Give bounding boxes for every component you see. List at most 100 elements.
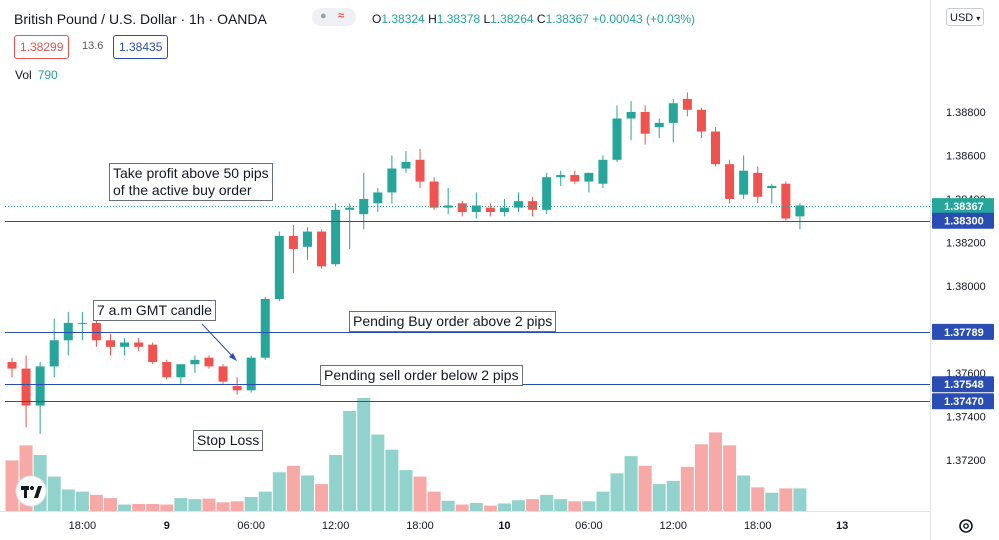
candle-body	[176, 364, 186, 378]
candle-body	[331, 209, 341, 265]
volume-bar	[75, 491, 89, 511]
volume-bar	[286, 465, 300, 511]
approx-icon: ≈	[338, 10, 345, 22]
volume-bar	[582, 501, 596, 511]
candle-body	[711, 131, 720, 165]
volume-bar	[638, 465, 652, 511]
y-tick-label: 1.38800	[946, 107, 986, 119]
candle-body	[274, 235, 284, 299]
open-value: 1.38324	[381, 12, 425, 26]
volume-bar	[272, 472, 286, 511]
symbol-title[interactable]: British Pound / U.S. Dollar · 1h · OANDA	[14, 11, 267, 27]
candle-body	[598, 159, 608, 184]
candle-body	[682, 98, 692, 110]
volume-bar	[174, 498, 188, 511]
gear-icon[interactable]	[959, 519, 973, 533]
volume-bar	[723, 445, 737, 511]
candle-body	[120, 342, 130, 347]
volume-bar	[329, 455, 343, 511]
volume-bar	[568, 501, 582, 511]
volume-bar	[779, 488, 793, 511]
volume-legend: Vol 790	[15, 68, 58, 82]
candle-body	[77, 322, 87, 324]
x-tick-label: 10	[498, 520, 510, 532]
pending-buy-annotation[interactable]: Pending Buy order above 2 pips	[349, 311, 557, 332]
volume-bar	[258, 491, 272, 511]
candle-body	[429, 181, 439, 208]
volume-bar	[694, 444, 708, 511]
market-status-pill[interactable]: ● ≈	[312, 8, 356, 26]
open-label: O	[372, 12, 382, 26]
buy-button[interactable]: 1.38435	[113, 35, 169, 59]
candle-body	[514, 201, 524, 208]
candle-7am-annotation[interactable]: 7 a.m GMT candle	[93, 300, 216, 321]
volume-bar	[103, 498, 117, 511]
price-level-label: 1.38300	[944, 216, 984, 228]
stop-loss-annotation[interactable]: Stop Loss	[193, 430, 264, 451]
price-level-tag	[932, 212, 994, 229]
high-label: H	[428, 12, 437, 26]
candle-body	[91, 322, 101, 341]
volume-bar	[47, 476, 61, 511]
x-tick-label: 06:00	[575, 520, 603, 532]
volume-bar	[427, 491, 441, 511]
candle-body	[626, 111, 636, 119]
take-profit-annotation[interactable]: Take profit above 50 pips of the active …	[109, 163, 273, 201]
volume-bars	[5, 398, 807, 511]
price-levels	[5, 206, 930, 402]
x-tick-label: 18:00	[744, 520, 772, 532]
price-level-tag	[932, 393, 994, 410]
candle-body	[359, 198, 369, 215]
volume-bar	[624, 456, 638, 511]
candle-body	[640, 111, 650, 134]
candle-body	[654, 122, 664, 128]
y-tick-label: 1.38600	[946, 150, 986, 162]
tradingview-logo-icon[interactable]	[15, 475, 47, 507]
low-label: L	[483, 12, 491, 26]
currency-label: USD	[950, 12, 974, 24]
candle-body	[218, 366, 228, 382]
candle-body	[401, 161, 411, 169]
candle-body	[528, 201, 538, 210]
volume-bar	[554, 499, 568, 511]
x-tick-label: 18:00	[69, 520, 97, 532]
price-axis[interactable]: 1.388001.386001.384001.382001.380001.376…	[930, 0, 995, 540]
volume-bar	[399, 470, 413, 511]
candle-body	[105, 340, 115, 347]
y-tick-label: 1.38200	[946, 237, 986, 249]
annotation-arrow	[201, 323, 236, 360]
volume-bar	[497, 503, 511, 511]
volume-bar	[793, 488, 807, 511]
time-axis[interactable]: 18:00 9 06:00 12:00 18:00 10 06:00 12:00 18:00 13	[0, 511, 930, 533]
x-tick-label: 13	[836, 520, 848, 532]
sell-button[interactable]: 1.38299	[14, 35, 70, 59]
x-tick-label: 9	[164, 520, 170, 532]
volume-bar	[146, 504, 160, 511]
spread-value: 13.6	[82, 40, 104, 52]
volume-bar	[357, 398, 371, 511]
x-tick-label: 12:00	[660, 520, 688, 532]
candle-body	[387, 168, 397, 193]
price-level-label: 1.37548	[944, 379, 984, 391]
pending-sell-annotation[interactable]: Pending sell order below 2 pips	[320, 365, 523, 386]
candle-body	[499, 207, 509, 212]
x-tick-label: 12:00	[322, 520, 350, 532]
volume-bar	[483, 505, 497, 511]
volume-bar	[526, 499, 540, 511]
price-level-tag	[932, 198, 994, 215]
volume-bar	[61, 489, 75, 511]
volume-bar	[413, 476, 427, 511]
chevron-down-icon: ▾	[976, 14, 981, 23]
volume-bar	[680, 466, 694, 511]
currency-select[interactable]: USD ▾	[946, 8, 984, 26]
volume-bar	[610, 473, 624, 511]
eye-icon: ●	[320, 10, 327, 22]
volume-bar	[244, 497, 258, 511]
volume-bar	[343, 410, 357, 511]
candle-body	[612, 118, 622, 160]
candle-body	[7, 362, 17, 369]
volume-bar	[89, 494, 103, 511]
x-tick-label: 06:00	[237, 520, 265, 532]
ohlc-readout: O1.38324 H1.38378 L1.38264 C1.38367 +0.0…	[372, 12, 695, 26]
